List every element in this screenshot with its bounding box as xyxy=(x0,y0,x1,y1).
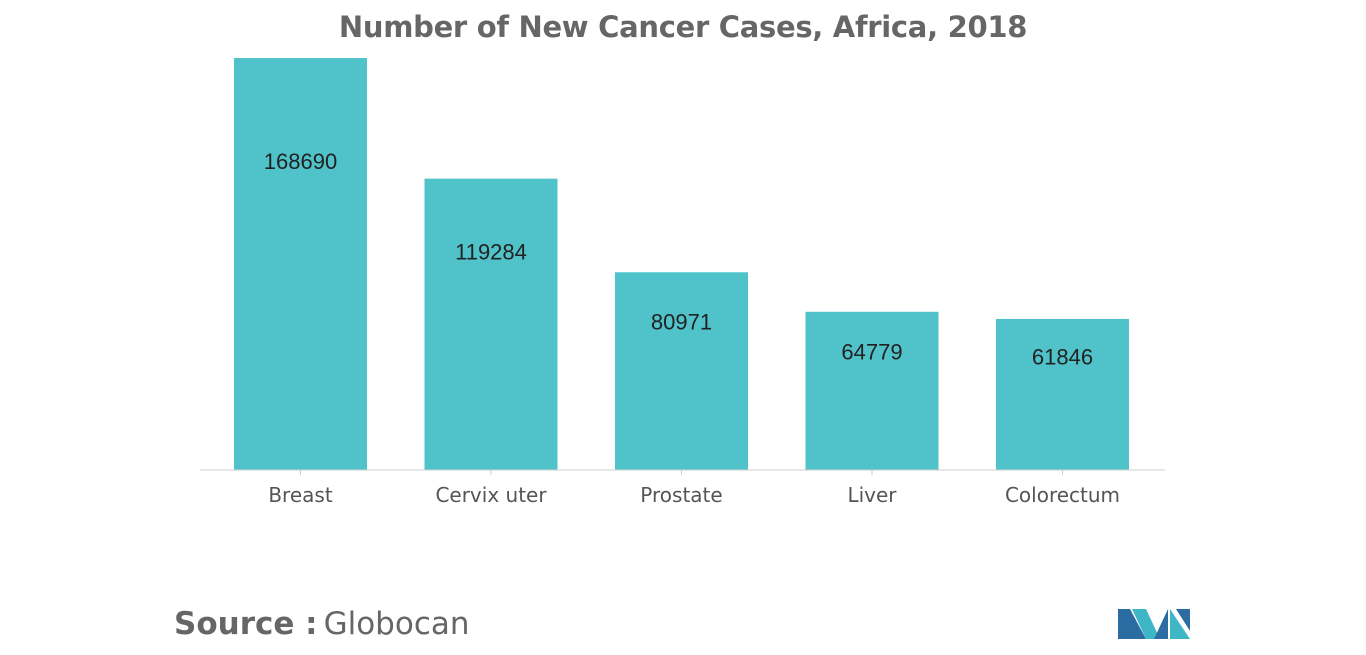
bar-liver xyxy=(805,311,939,470)
chart-title: Number of New Cancer Cases, Africa, 2018 xyxy=(338,10,1028,44)
source-note: Source : Globocan xyxy=(174,606,470,642)
x-axis-ticks xyxy=(300,470,1063,475)
x-axis-tick-label: Liver xyxy=(847,483,897,507)
x-axis-tick-label: Breast xyxy=(268,483,332,507)
bar-value-label: 64779 xyxy=(841,339,902,364)
x-axis-tick-label: Cervix uter xyxy=(435,483,547,507)
x-axis-tick-label: Prostate xyxy=(640,483,722,507)
bar-colorectum xyxy=(996,318,1129,470)
bar-value-label: 168690 xyxy=(264,149,337,174)
bar-prostate xyxy=(615,272,748,470)
bar-value-labels: 168690 119284 80971 64779 61846 xyxy=(264,149,1093,370)
bar-value-label: 80971 xyxy=(651,310,712,335)
bar-breast xyxy=(234,58,367,470)
x-axis-tick-label: Colorectum xyxy=(1005,483,1120,507)
bar-value-label: 119284 xyxy=(455,240,527,265)
bar-cervix-uter xyxy=(424,178,558,470)
mordor-logo-icon xyxy=(1118,609,1190,639)
x-axis-tick-labels: Breast Cervix uter Prostate Liver Colorectum xyxy=(268,483,1120,507)
bars-layer xyxy=(234,58,1129,470)
bar-chart: 168690 119284 80971 64779 61846 Breast Cervix… xyxy=(200,58,1165,507)
bar-value-label: 61846 xyxy=(1032,345,1093,370)
source-label: Source : xyxy=(174,606,318,642)
source-value: Globocan xyxy=(323,606,470,642)
